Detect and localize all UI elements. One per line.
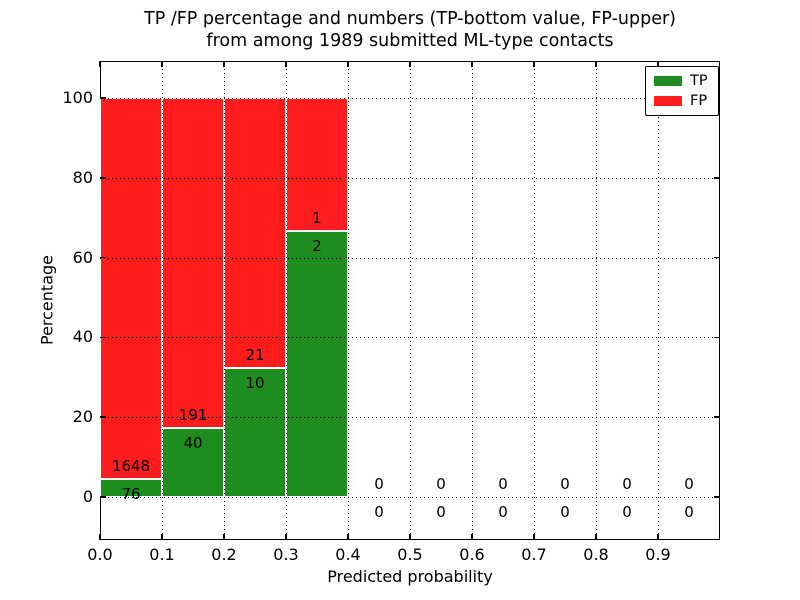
bar-value-label-fp: 0 — [560, 474, 570, 493]
bar-value-label-fp: 0 — [374, 474, 384, 493]
bar-segment-tp — [162, 427, 224, 497]
chart-title-line-1: TP /FP percentage and numbers (TP-bottom… — [144, 9, 676, 29]
gridline-x — [596, 61, 597, 540]
bar-value-label-tp: 10 — [245, 374, 265, 393]
x-tick-mark-top — [471, 61, 473, 67]
legend-label-tp: TP — [690, 73, 708, 90]
bar-value-label-tp: 0 — [436, 502, 446, 521]
bar-value-label-fp: 0 — [436, 474, 446, 493]
bar-segment-tp — [224, 368, 286, 497]
x-tick-mark-top — [409, 61, 411, 67]
x-tick-mark — [409, 534, 411, 540]
y-tick-mark-right — [714, 256, 720, 259]
x-tick-mark — [533, 534, 535, 540]
legend-swatch-fp-icon — [654, 95, 682, 106]
bar-value-label-tp: 0 — [374, 502, 384, 521]
bar-value-label-fp: 1648 — [111, 457, 151, 476]
legend-row-fp: FP — [654, 92, 710, 109]
legend-swatch-tp-icon — [654, 76, 682, 87]
gridline-x — [534, 61, 535, 540]
bar-value-label-fp: 191 — [178, 405, 208, 424]
x-tick-mark-top — [161, 61, 163, 67]
x-tick-mark-top — [657, 61, 659, 67]
y-tick-label: 20 — [72, 407, 93, 427]
y-tick-mark-right — [714, 336, 720, 339]
x-tick-mark — [595, 534, 597, 540]
x-tick-mark-top — [99, 61, 101, 67]
x-tick-label: 0.3 — [273, 545, 299, 564]
legend-row-tp: TP — [654, 73, 710, 90]
bar-value-label-tp: 40 — [183, 433, 203, 452]
x-tick-label: 0.1 — [149, 545, 175, 564]
legend: TP FP — [645, 66, 719, 116]
bar-value-label-tp: 0 — [560, 502, 570, 521]
bar-value-label-tp: 76 — [121, 485, 141, 504]
x-tick-mark — [657, 534, 659, 540]
bar-value-label-fp: 0 — [622, 474, 632, 493]
bar-segment-tp — [100, 479, 162, 497]
gridline-x — [410, 61, 411, 540]
gridline-x — [286, 61, 287, 540]
x-tick-mark — [223, 534, 225, 540]
chart-title: TP /FP percentage and numbers (TP-bottom… — [100, 9, 720, 52]
x-tick-label: 0.4 — [335, 545, 361, 564]
x-tick-label: 0.7 — [521, 545, 547, 564]
y-tick-mark-right — [714, 496, 720, 498]
x-tick-label: 0.0 — [87, 545, 113, 564]
x-tick-label: 0.9 — [645, 545, 671, 564]
y-tick-mark — [100, 496, 106, 498]
x-tick-mark-top — [223, 61, 225, 67]
y-tick-label: 0 — [82, 486, 93, 506]
y-tick-mark — [100, 336, 106, 339]
x-tick-mark — [161, 534, 163, 540]
x-tick-mark — [471, 534, 473, 540]
y-tick-mark — [100, 416, 106, 418]
y-tick-mark — [100, 256, 106, 259]
y-tick-mark — [100, 97, 106, 99]
gridline-x — [162, 61, 163, 540]
x-tick-label: 0.6 — [459, 545, 485, 564]
bar-value-label-tp: 0 — [622, 502, 632, 521]
gridline-x — [224, 61, 225, 540]
gridline-x — [348, 61, 349, 540]
y-tick-label: 80 — [72, 167, 93, 187]
legend-label-fp: FP — [690, 92, 708, 109]
y-tick-label: 100 — [62, 88, 93, 108]
bar-segment-fp — [100, 98, 162, 480]
bar-value-label-fp: 0 — [498, 474, 508, 493]
x-axis-label: Predicted probability — [327, 567, 493, 586]
x-tick-label: 0.5 — [397, 545, 423, 564]
gridline-x — [658, 61, 659, 540]
bar-value-label-fp: 1 — [312, 209, 322, 228]
x-tick-label: 0.2 — [211, 545, 237, 564]
bar-value-label-tp: 0 — [684, 502, 694, 521]
y-tick-mark — [100, 177, 106, 179]
chart-title-line-2: from among 1989 submitted ML-type contac… — [206, 30, 614, 51]
x-tick-mark — [99, 534, 101, 540]
bar-value-label-fp: 0 — [684, 474, 694, 493]
x-tick-mark-top — [595, 61, 597, 67]
y-tick-label: 60 — [72, 247, 93, 267]
x-tick-mark-top — [285, 61, 287, 67]
bar-segment-fp — [224, 98, 286, 369]
x-tick-mark-top — [533, 61, 535, 67]
gridline-x — [472, 61, 473, 540]
x-tick-mark-top — [347, 61, 349, 67]
y-tick-mark-right — [714, 416, 720, 418]
bar-value-label-tp: 0 — [498, 502, 508, 521]
bar-segment-fp — [162, 98, 224, 428]
bar-segment-tp — [286, 231, 348, 497]
x-tick-mark — [347, 534, 349, 540]
x-tick-label: 0.8 — [583, 545, 609, 564]
bar-value-label-fp: 21 — [245, 346, 265, 365]
x-tick-mark — [285, 534, 287, 540]
y-tick-label: 40 — [72, 327, 93, 347]
bar-value-label-tp: 2 — [312, 237, 322, 256]
y-tick-mark-right — [714, 177, 720, 179]
